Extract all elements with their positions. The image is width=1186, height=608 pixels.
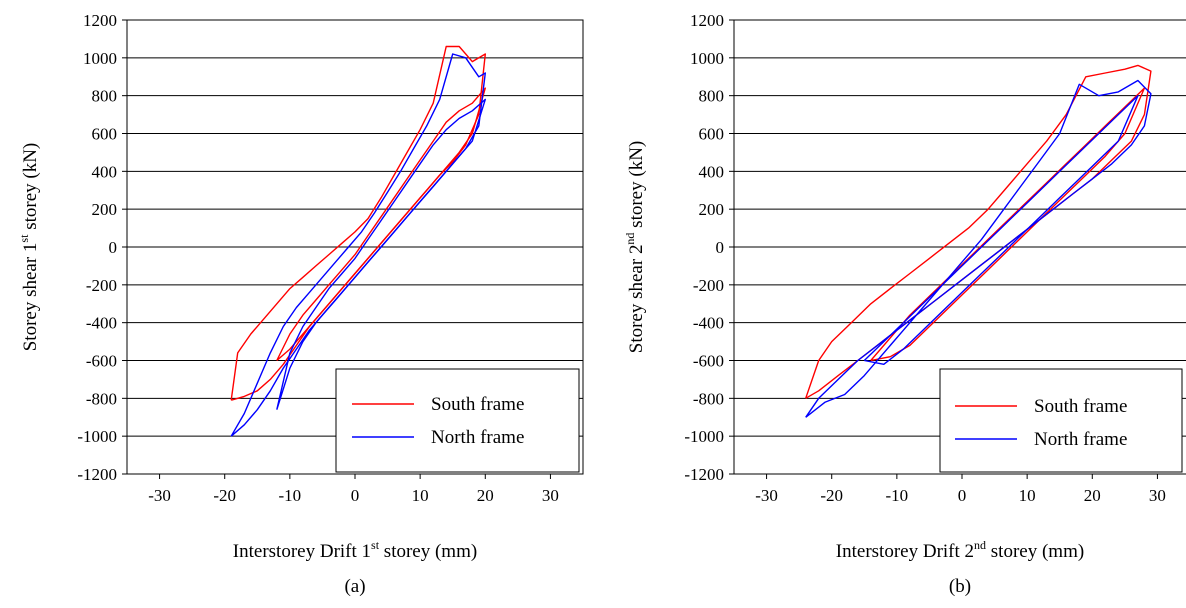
x-tick-label: 30 xyxy=(1149,486,1166,505)
y-tick-label: 1000 xyxy=(690,49,724,68)
series-line-north-3 xyxy=(863,94,1139,365)
y-tick-label: 200 xyxy=(699,200,725,219)
y-tick-label: 400 xyxy=(699,162,725,181)
x-tick-label: -20 xyxy=(820,486,843,505)
y-tick-label: 600 xyxy=(92,125,118,144)
y-tick-label: 1200 xyxy=(690,11,724,30)
x-tick-labels: -30 -20 -10 0 10 20 30 xyxy=(755,474,1166,505)
x-tick-label: 0 xyxy=(958,486,967,505)
y-tick-labels: -1200 -1000 -800 -600 -400 -200 0 200 400 600 800 1… xyxy=(684,11,734,484)
y-tick-label: -200 xyxy=(86,276,117,295)
series-line-south-1 xyxy=(276,87,486,362)
x-tick-label: 0 xyxy=(351,486,360,505)
chart-panel-a: -1200-1000-800-600-400-20002004006008001… xyxy=(17,11,584,597)
x-tick-label: -10 xyxy=(279,486,302,505)
y-tick-label: 1200 xyxy=(83,11,117,30)
x-tick-label: 20 xyxy=(1084,486,1101,505)
y-tick-label: -1000 xyxy=(684,427,724,446)
x-tick-label: 20 xyxy=(477,486,494,505)
y-tick-label: -800 xyxy=(86,389,117,408)
x-tick-label: 30 xyxy=(542,486,559,505)
x-tick-labels: -30 -20 -10 0 10 20 30 xyxy=(148,474,559,505)
chart-panel-b: -1200-1000-800-600-400-20002004006008001… xyxy=(623,11,1186,597)
y-tick-label: -1200 xyxy=(684,465,724,484)
y-tick-label: -600 xyxy=(693,352,724,371)
y-tick-label: 200 xyxy=(92,200,118,219)
y-axis-label: Storey shear 1st storey (kN) xyxy=(17,143,41,352)
legend-label-north: North frame xyxy=(431,427,524,448)
y-tick-label: -1200 xyxy=(77,465,117,484)
y-tick-label: 0 xyxy=(109,238,118,257)
y-tick-label: -800 xyxy=(693,389,724,408)
series-line-north-2 xyxy=(805,79,1152,418)
series-layer xyxy=(230,45,486,437)
x-tick-label: -30 xyxy=(755,486,778,505)
series-layer xyxy=(805,64,1152,418)
panel-label: (b) xyxy=(949,576,971,597)
x-tick-label: -10 xyxy=(886,486,909,505)
y-tick-label: -200 xyxy=(693,276,724,295)
x-tick-label: 10 xyxy=(412,486,429,505)
y-tick-label: -600 xyxy=(86,352,117,371)
y-tick-label: 1000 xyxy=(83,49,117,68)
legend: South frame North frame xyxy=(335,368,580,473)
y-tick-label: -400 xyxy=(86,314,117,333)
x-tick-label: -30 xyxy=(148,486,171,505)
legend-box xyxy=(335,368,580,473)
y-axis-label: Storey shear 2nd storey (kN) xyxy=(623,141,647,354)
y-tick-label: 800 xyxy=(699,87,725,106)
y-tick-labels: -1200 -1000 -800 -600 -400 -200 0 200 400 600 800 1… xyxy=(77,11,127,484)
y-tick-label: 800 xyxy=(92,87,118,106)
legend-label-north: North frame xyxy=(1034,429,1127,450)
y-tick-label: 0 xyxy=(716,238,725,257)
x-axis-label: Interstorey Drift 2nd storey (mm) xyxy=(836,538,1084,562)
legend-box xyxy=(939,368,1183,473)
series-line-north-3 xyxy=(276,98,486,410)
legend-label-south: South frame xyxy=(1034,396,1127,417)
x-tick-label: 10 xyxy=(1019,486,1036,505)
y-tick-label: -1000 xyxy=(77,427,117,446)
y-tick-label: -400 xyxy=(693,314,724,333)
x-axis-label: Interstorey Drift 1st storey (mm) xyxy=(233,538,477,562)
legend: South frame North frame xyxy=(939,368,1183,473)
series-line-south-0 xyxy=(230,45,486,401)
panel-label: (a) xyxy=(344,576,365,597)
y-tick-label: 400 xyxy=(92,162,118,181)
legend-label-south: South frame xyxy=(431,394,524,415)
gridlines xyxy=(127,57,583,437)
x-tick-label: -20 xyxy=(213,486,236,505)
series-line-south-0 xyxy=(805,64,1152,399)
y-tick-label: 600 xyxy=(699,125,725,144)
